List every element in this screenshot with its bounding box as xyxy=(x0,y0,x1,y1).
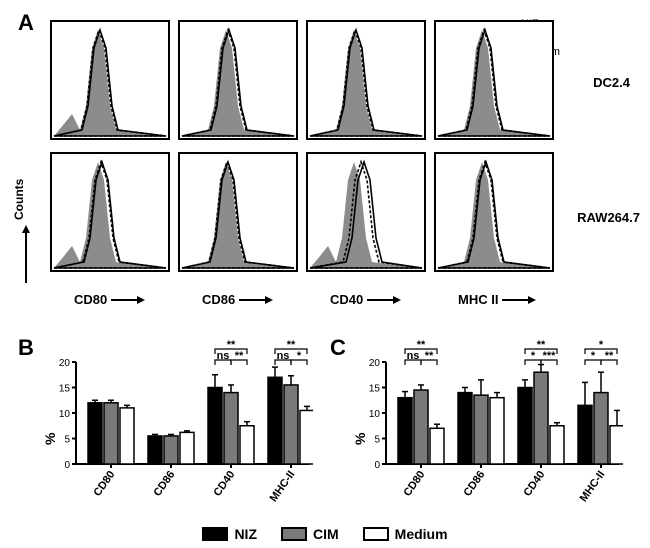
svg-text:0: 0 xyxy=(374,460,380,471)
histogram-panel: 80060040020010⁰10¹10²10³10⁴ xyxy=(50,152,170,272)
histogram-panel xyxy=(306,20,426,140)
svg-text:**: ** xyxy=(235,350,244,362)
marker-x-arrow: CD40 xyxy=(330,292,401,307)
svg-text:5: 5 xyxy=(64,435,70,446)
bar-chart-b: 05101520CD80CD86CD40MHC-II**ns****ns* xyxy=(58,340,313,510)
svg-text:ns: ns xyxy=(217,350,230,362)
svg-text:15: 15 xyxy=(369,384,381,395)
panel-label-b: B xyxy=(18,335,34,361)
panel-label-c: C xyxy=(330,335,346,361)
svg-text:CD80: CD80 xyxy=(401,469,427,499)
histogram-panel xyxy=(178,20,298,140)
y-axis-label-counts: Counts xyxy=(12,179,26,220)
histogram-row-raw: 80060040020010⁰10¹10²10³10⁴10⁰10¹10²10³1… xyxy=(50,152,554,272)
legend-bc-medium-label: Medium xyxy=(395,526,448,542)
svg-text:CD86: CD86 xyxy=(151,469,177,499)
legend-bc: NIZ CIM Medium xyxy=(0,526,650,542)
svg-text:CD80: CD80 xyxy=(91,469,117,499)
row-label-raw: RAW264.7 xyxy=(577,210,640,225)
svg-text:CD40: CD40 xyxy=(211,469,237,499)
svg-text:*: * xyxy=(599,340,604,351)
bar-c-ylabel: % xyxy=(352,433,368,445)
legend-bc-niz-label: NIZ xyxy=(234,526,257,542)
svg-text:**: ** xyxy=(605,350,614,362)
row-label-dc: DC2.4 xyxy=(593,75,630,90)
bar-b-ylabel: % xyxy=(42,433,58,445)
marker-x-arrow: CD80 xyxy=(74,292,145,307)
svg-text:5: 5 xyxy=(374,435,380,446)
svg-text:20: 20 xyxy=(369,358,381,369)
histogram-panel: 10⁰10¹10²10³10⁴ xyxy=(306,152,426,272)
svg-text:10: 10 xyxy=(59,409,71,420)
svg-text:10: 10 xyxy=(369,409,381,420)
svg-text:ns: ns xyxy=(407,350,420,362)
histogram-panel: 10⁰10¹10²10³10⁴ xyxy=(434,152,554,272)
svg-text:CD40: CD40 xyxy=(521,469,547,499)
histogram-panel: 10⁰10¹10²10³10⁴ xyxy=(178,152,298,272)
svg-text:MHC-II: MHC-II xyxy=(268,469,298,504)
svg-text:*: * xyxy=(591,350,596,362)
svg-text:15: 15 xyxy=(59,384,71,395)
svg-text:20: 20 xyxy=(59,358,71,369)
legend-bc-medium: Medium xyxy=(363,526,448,542)
svg-text:**: ** xyxy=(425,350,434,362)
svg-text:***: *** xyxy=(543,350,557,362)
svg-text:CD86: CD86 xyxy=(461,469,487,499)
legend-bc-niz: NIZ xyxy=(202,526,257,542)
svg-text:0: 0 xyxy=(64,460,70,471)
marker-x-arrow: MHC II xyxy=(458,292,536,307)
bar-chart-c: 05101520CD80CD86CD40MHC-II**ns**********… xyxy=(368,340,623,510)
marker-x-arrow: CD86 xyxy=(202,292,273,307)
histogram-row-dc xyxy=(50,20,554,140)
svg-text:MHC-II: MHC-II xyxy=(578,469,608,504)
svg-text:*: * xyxy=(297,350,302,362)
histogram-panel xyxy=(434,20,554,140)
legend-bc-cim-label: CIM xyxy=(313,526,339,542)
legend-bc-cim: CIM xyxy=(281,526,339,542)
panel-label-a: A xyxy=(18,10,34,36)
svg-text:*: * xyxy=(531,350,536,362)
histogram-panel xyxy=(50,20,170,140)
counts-arrow-icon xyxy=(20,225,32,285)
figure-root: A NIZ CIM Medium DC2.4 RAW264.7 Counts 8… xyxy=(0,0,650,548)
svg-text:ns: ns xyxy=(277,350,290,362)
